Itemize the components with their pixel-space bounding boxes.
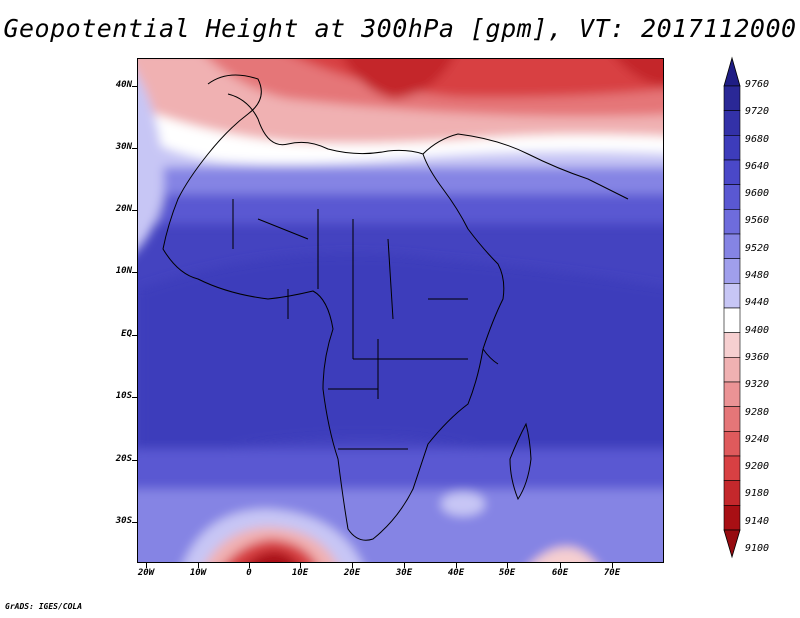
y-tick-mark [132,335,137,336]
colorbar-cell [723,406,741,432]
x-tick-label: 20W [137,568,155,578]
colorbar-label: 9320 [745,379,770,391]
x-tick-mark [249,563,250,568]
colorbar-cell [723,85,741,111]
x-tick-label: 10W [189,568,207,578]
colorbar-label: 9360 [745,351,770,363]
x-tick-mark [456,563,457,568]
colorbar-label: 9400 [745,324,770,336]
x-tick-label: 0 [246,568,252,578]
y-tick-mark [132,148,137,149]
colorbar-label: 9280 [745,406,770,418]
y-tick-label: 30N [115,142,132,152]
map-panel [137,58,664,563]
colorbar-label: 9760 [745,79,770,90]
colorbar-bottom-arrow [723,529,741,559]
y-tick-label: EQ [121,329,132,339]
colorbar-cell [723,332,741,358]
y-tick-label: 20S [115,454,132,464]
colorbar-label: 9200 [745,461,770,473]
colorbar-label: 9640 [745,160,770,172]
x-tick-mark [560,563,561,568]
y-tick-label: 10N [115,266,132,276]
x-tick-mark [507,563,508,568]
grads-credit: GrADS: IGES/COLA [5,602,83,611]
colorbar-label: 9240 [745,433,770,445]
x-tick-mark [198,563,199,568]
y-tick-label: 20N [115,204,132,214]
colorbar-label: 9720 [745,106,770,118]
colorbar-cell [723,184,741,210]
x-tick-label: 30E [395,568,413,578]
colorbar-cell [723,455,741,481]
colorbar-top-arrow [723,56,741,87]
colorbar-cell [723,233,741,259]
x-tick-label: 20E [343,568,361,578]
colorbar-cell [723,159,741,185]
x-tick-mark [404,563,405,568]
colorbar-cells [723,85,741,531]
x-tick-mark [352,563,353,568]
colorbar-label: 9480 [745,270,770,282]
colorbar-cell [723,307,741,333]
colorbar-cell [723,431,741,457]
colorbar-label: 9180 [745,488,770,500]
x-tick-label: 10E [291,568,309,578]
x-tick-mark [146,563,147,568]
colorbar-cell [723,357,741,383]
colorbar-cell [723,505,741,531]
y-tick-mark [132,397,137,398]
colorbar-label: 9520 [745,242,770,254]
colorbar-cell [723,283,741,309]
x-tick-label: 70E [603,568,621,578]
colorbar-label: 9440 [745,297,770,309]
x-tick-label: 50E [498,568,516,578]
colorbar-label: 9600 [745,188,770,200]
colorbar-label: 9560 [745,215,770,227]
colorbar-cell [723,258,741,284]
chart-title: Geopotential Height at 300hPa [gpm], VT:… [3,14,797,43]
y-tick-mark [132,460,137,461]
y-tick-label: 10S [115,391,132,401]
colorbar-label: 9140 [745,515,770,527]
colorbar-cell [723,480,741,506]
y-tick-mark [132,210,137,211]
colorbar-cell [723,381,741,407]
colorbar-cell [723,209,741,235]
y-tick-label: 30S [115,516,132,526]
y-tick-label: 40N [115,80,132,90]
y-tick-mark [132,272,137,273]
x-tick-label: 60E [551,568,569,578]
colorbar-label: 9100 [745,543,770,554]
y-tick-mark [132,522,137,523]
colorbar-label: 9680 [745,133,770,145]
colorbar-cell [723,135,741,161]
colorbar-cell [723,110,741,136]
coastline-outlines [162,74,629,541]
x-tick-mark [612,563,613,568]
geopotential-field [138,59,663,562]
x-tick-mark [300,563,301,568]
y-tick-mark [132,86,137,87]
x-tick-label: 40E [447,568,465,578]
